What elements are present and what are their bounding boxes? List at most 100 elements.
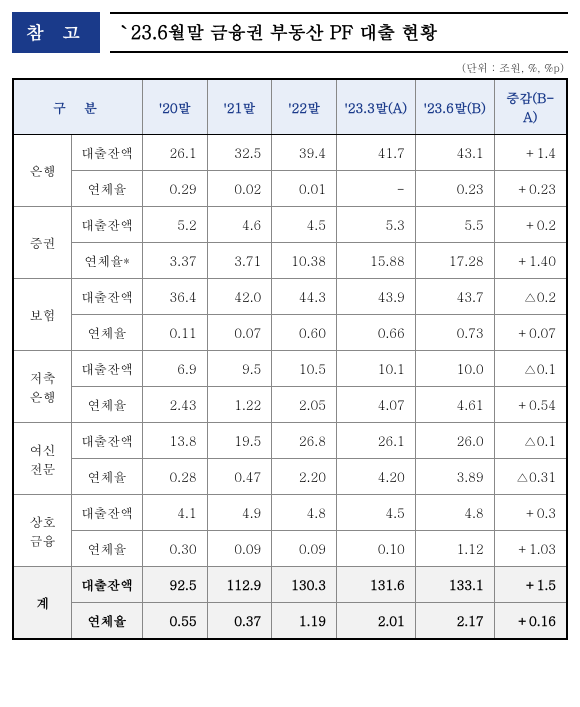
row-label: 연체율 <box>72 531 143 567</box>
value-cell: 26.8 <box>272 423 337 459</box>
row-label: 대출잔액 <box>72 495 143 531</box>
value-cell: 131.6 <box>336 567 415 603</box>
col-diff: 증감(B-A) <box>494 79 567 135</box>
value-cell: 15.88 <box>336 243 415 279</box>
row-label: 연체율 <box>72 459 143 495</box>
table-row: 연체율0.300.090.090.101.12+1.03 <box>13 531 567 567</box>
col-23-3: '23.3말(A) <box>336 79 415 135</box>
value-cell: 0.02 <box>207 171 272 207</box>
page-title: `23.6월말 금융권 부동산 PF 대출 현황 <box>110 12 568 53</box>
value-cell: 2.17 <box>415 603 494 640</box>
value-cell: 5.5 <box>415 207 494 243</box>
table-row: 연체율0.110.070.600.660.73+0.07 <box>13 315 567 351</box>
value-cell: 130.3 <box>272 567 337 603</box>
col-22: '22말 <box>272 79 337 135</box>
category-cell: 증권 <box>13 207 72 279</box>
value-cell: 0.37 <box>207 603 272 640</box>
value-cell: 2.01 <box>336 603 415 640</box>
value-cell: 10.5 <box>272 351 337 387</box>
value-cell: 0.09 <box>207 531 272 567</box>
value-cell: +0.54 <box>494 387 567 423</box>
category-cell: 여신전문 <box>13 423 72 495</box>
value-cell: 0.28 <box>142 459 207 495</box>
value-cell: +0.07 <box>494 315 567 351</box>
value-cell: +1.5 <box>494 567 567 603</box>
value-cell: 4.20 <box>336 459 415 495</box>
value-cell: 0.11 <box>142 315 207 351</box>
row-label: 대출잔액 <box>72 207 143 243</box>
value-cell: 43.7 <box>415 279 494 315</box>
category-cell: 은행 <box>13 135 72 207</box>
value-cell: 0.07 <box>207 315 272 351</box>
value-cell: 0.30 <box>142 531 207 567</box>
value-cell: +0.2 <box>494 207 567 243</box>
value-cell: 19.5 <box>207 423 272 459</box>
value-cell: 0.47 <box>207 459 272 495</box>
value-cell: +0.23 <box>494 171 567 207</box>
value-cell: △0.1 <box>494 351 567 387</box>
table-row: 저축은행대출잔액6.99.510.510.110.0△0.1 <box>13 351 567 387</box>
table-row: 보험대출잔액36.442.044.343.943.7△0.2 <box>13 279 567 315</box>
value-cell: 1.22 <box>207 387 272 423</box>
value-cell: 92.5 <box>142 567 207 603</box>
row-label: 연체율 <box>72 171 143 207</box>
row-label: 대출잔액 <box>72 135 143 171</box>
row-label: 연체율 <box>72 387 143 423</box>
table-row: 연체율0.550.371.192.012.17+0.16 <box>13 603 567 640</box>
row-label: 대출잔액 <box>72 279 143 315</box>
value-cell: 42.0 <box>207 279 272 315</box>
col-21: '21말 <box>207 79 272 135</box>
value-cell: 43.1 <box>415 135 494 171</box>
value-cell: 4.5 <box>336 495 415 531</box>
row-label: 대출잔액 <box>72 351 143 387</box>
value-cell: +0.16 <box>494 603 567 640</box>
table-row: 상호금융대출잔액4.14.94.84.54.8+0.3 <box>13 495 567 531</box>
value-cell: 0.01 <box>272 171 337 207</box>
table-row: 연체율2.431.222.054.074.61+0.54 <box>13 387 567 423</box>
value-cell: 3.37 <box>142 243 207 279</box>
value-cell: 3.71 <box>207 243 272 279</box>
value-cell: +1.4 <box>494 135 567 171</box>
value-cell: 9.5 <box>207 351 272 387</box>
value-cell: 43.9 <box>336 279 415 315</box>
value-cell: 1.12 <box>415 531 494 567</box>
value-cell: 17.28 <box>415 243 494 279</box>
table-row: 계대출잔액92.5112.9130.3131.6133.1+1.5 <box>13 567 567 603</box>
table-row: 연체율0.280.472.204.203.89△0.31 <box>13 459 567 495</box>
value-cell: 4.9 <box>207 495 272 531</box>
value-cell: 133.1 <box>415 567 494 603</box>
category-cell: 계 <box>13 567 72 640</box>
col-gubun: 구분 <box>13 79 142 135</box>
table-row: 은행대출잔액26.132.539.441.743.1+1.4 <box>13 135 567 171</box>
row-label: 연체율 <box>72 315 143 351</box>
value-cell: 0.66 <box>336 315 415 351</box>
value-cell: 0.29 <box>142 171 207 207</box>
value-cell: 10.38 <box>272 243 337 279</box>
value-cell: 2.20 <box>272 459 337 495</box>
value-cell: △0.2 <box>494 279 567 315</box>
value-cell: 36.4 <box>142 279 207 315</box>
value-cell: 32.5 <box>207 135 272 171</box>
table-row: 연체율*3.373.7110.3815.8817.28+1.40 <box>13 243 567 279</box>
value-cell: △0.31 <box>494 459 567 495</box>
table-row: 여신전문대출잔액13.819.526.826.126.0△0.1 <box>13 423 567 459</box>
value-cell: 10.0 <box>415 351 494 387</box>
value-cell: +1.40 <box>494 243 567 279</box>
value-cell: △0.1 <box>494 423 567 459</box>
category-cell: 보험 <box>13 279 72 351</box>
row-label: 연체율* <box>72 243 143 279</box>
value-cell: 0.55 <box>142 603 207 640</box>
value-cell: 0.09 <box>272 531 337 567</box>
value-cell: +1.03 <box>494 531 567 567</box>
value-cell: 4.8 <box>272 495 337 531</box>
col-23-6: '23.6말(B) <box>415 79 494 135</box>
col-20: '20말 <box>142 79 207 135</box>
table-row: 증권대출잔액5.24.64.55.35.5+0.2 <box>13 207 567 243</box>
value-cell: 10.1 <box>336 351 415 387</box>
value-cell: 2.43 <box>142 387 207 423</box>
value-cell: 5.2 <box>142 207 207 243</box>
value-cell: 112.9 <box>207 567 272 603</box>
value-cell: 2.05 <box>272 387 337 423</box>
value-cell: 26.0 <box>415 423 494 459</box>
value-cell: 4.07 <box>336 387 415 423</box>
